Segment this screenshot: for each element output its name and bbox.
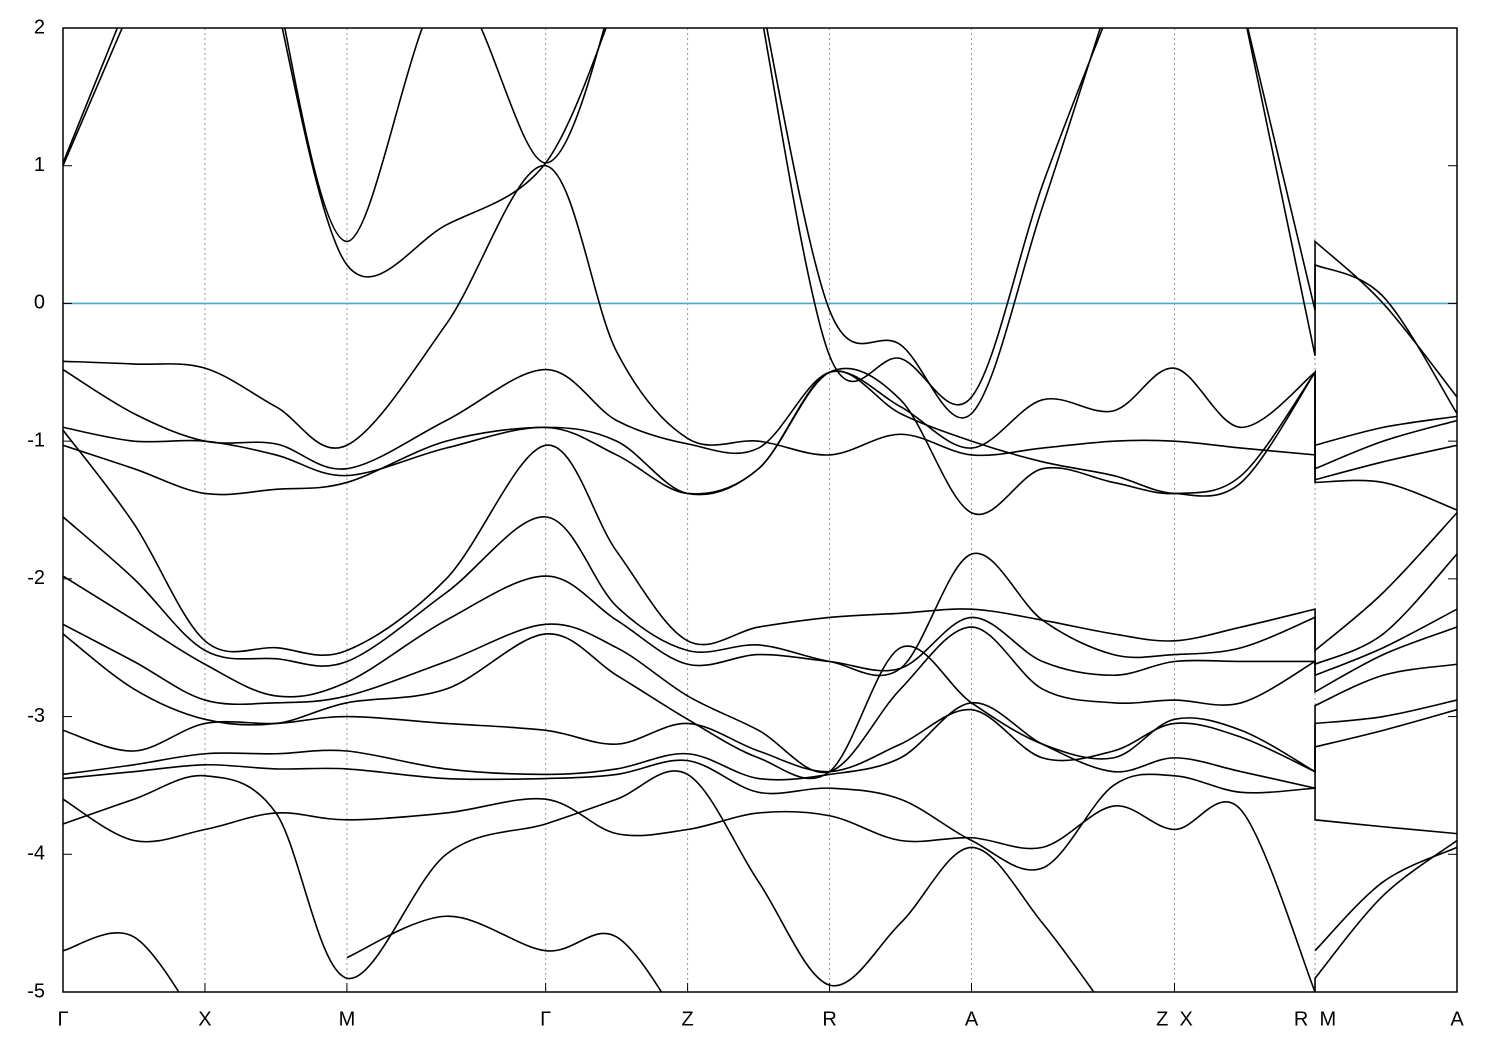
band-line <box>284 28 605 243</box>
x-tick-label: A <box>1450 1008 1464 1030</box>
x-tick-label: Z X <box>1156 1008 1193 1030</box>
band-line <box>63 770 1095 992</box>
band-line <box>762 28 1104 406</box>
x-tick-label: A <box>965 1008 979 1030</box>
plot-frame <box>62 27 1458 993</box>
band-line <box>63 699 1457 773</box>
x-tick-label: M <box>339 1008 356 1030</box>
band-line <box>63 28 119 164</box>
x-tick-label: Γ <box>57 1008 68 1030</box>
x-tick-label: Z <box>681 1008 693 1030</box>
band-line <box>63 367 1457 516</box>
band-line <box>63 429 1457 657</box>
band-line <box>63 164 1457 457</box>
band-line <box>63 623 1457 774</box>
y-tick-label: 1 <box>34 154 45 176</box>
x-tick-label: X <box>198 1008 211 1030</box>
band-line <box>281 28 607 278</box>
y-tick-label: -1 <box>27 429 45 451</box>
band-line <box>63 575 1457 698</box>
y-tick-label: -4 <box>27 843 45 865</box>
band-line <box>63 797 1457 992</box>
y-tick-label: -2 <box>27 567 45 589</box>
y-tick-label: 2 <box>34 16 45 38</box>
y-tick-label: 0 <box>34 292 45 314</box>
band-line <box>63 932 180 992</box>
band-line <box>63 633 1457 780</box>
grid-layer <box>63 28 1457 992</box>
band-line <box>1246 28 1457 415</box>
x-tick-label: R <box>822 1008 836 1030</box>
band-line <box>1314 846 1457 952</box>
x-tick-label: R M <box>1294 1008 1336 1030</box>
band-line <box>63 759 1457 871</box>
band-line <box>63 701 1457 790</box>
band-line <box>63 367 1457 470</box>
y-tick-label: -3 <box>27 705 45 727</box>
x-tick-label: Γ <box>540 1008 551 1030</box>
band-line <box>766 28 1102 419</box>
band-line <box>63 516 1457 677</box>
band-line <box>346 915 663 992</box>
bands <box>63 28 1457 992</box>
y-tick-label: -5 <box>27 980 45 1002</box>
axis-layer: -5 -4 -3 -2 -1 0 1 2 Γ X M Γ Z R A Z X R M A <box>27 16 1464 1030</box>
band-line <box>63 28 124 167</box>
